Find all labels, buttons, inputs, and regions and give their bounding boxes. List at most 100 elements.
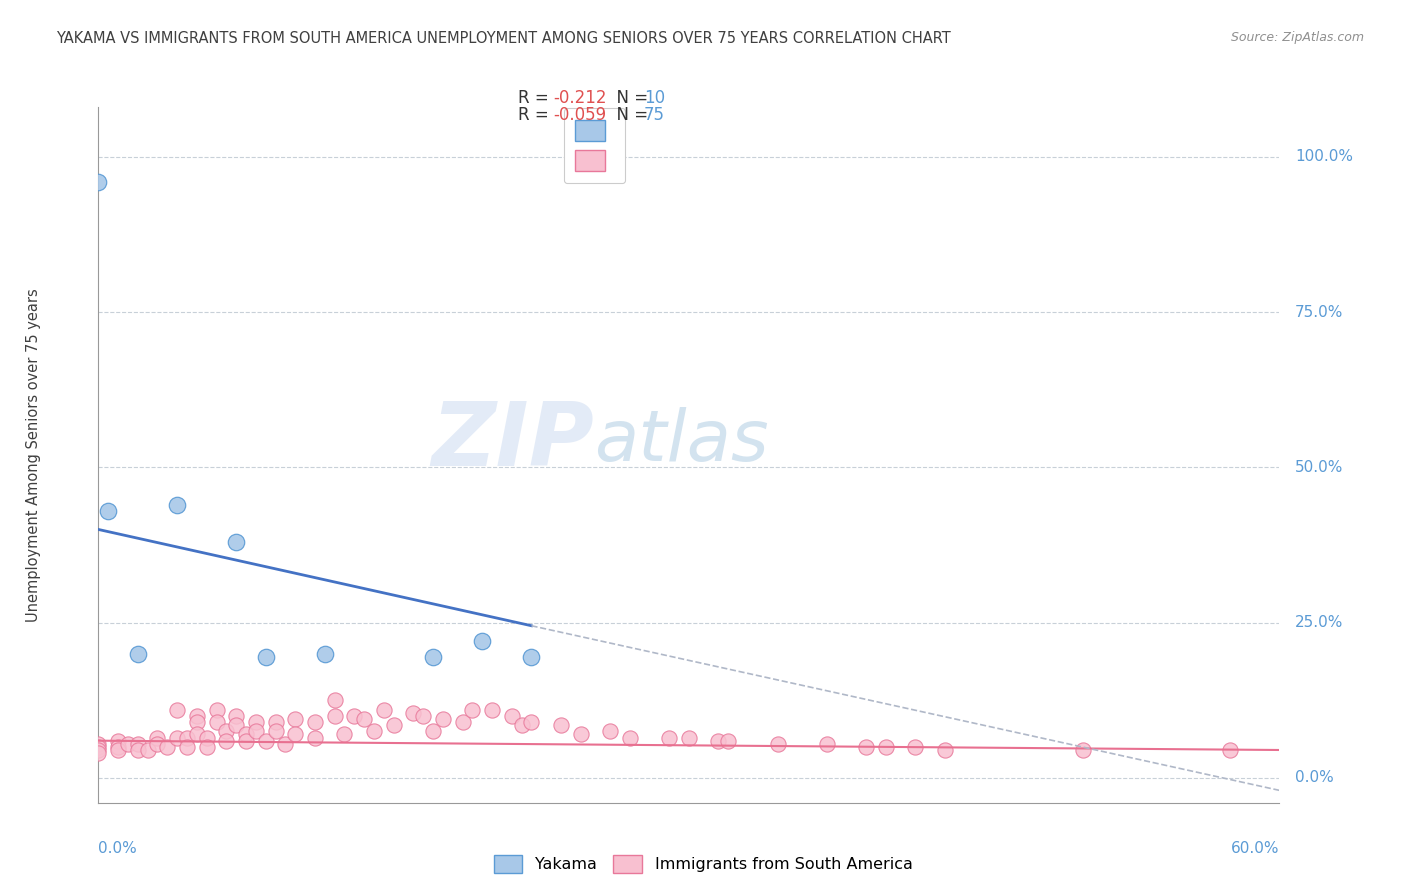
Text: 100.0%: 100.0%	[1295, 149, 1353, 164]
Text: 50.0%: 50.0%	[1295, 460, 1344, 475]
Point	[422, 649, 444, 664]
Point	[97, 504, 120, 518]
Point	[235, 733, 257, 747]
Text: 0.0%: 0.0%	[1295, 771, 1334, 786]
Text: 25.0%: 25.0%	[1295, 615, 1344, 630]
Point	[205, 714, 228, 729]
Point	[599, 724, 621, 739]
Point	[382, 718, 405, 732]
Point	[501, 708, 523, 723]
Point	[107, 733, 129, 747]
Point	[146, 731, 169, 745]
Text: N =: N =	[606, 89, 654, 107]
Point	[343, 708, 366, 723]
Point	[304, 714, 326, 729]
Point	[353, 712, 375, 726]
Point	[274, 737, 297, 751]
Point	[363, 724, 385, 739]
Point	[678, 731, 700, 745]
Text: YAKAMA VS IMMIGRANTS FROM SOUTH AMERICA UNEMPLOYMENT AMONG SENIORS OVER 75 YEARS: YAKAMA VS IMMIGRANTS FROM SOUTH AMERICA …	[56, 31, 950, 46]
Point	[87, 743, 110, 757]
Point	[510, 718, 533, 732]
Text: 60.0%: 60.0%	[1232, 841, 1279, 856]
Point	[235, 727, 257, 741]
Point	[215, 733, 238, 747]
Point	[264, 724, 287, 739]
Point	[304, 731, 326, 745]
Point	[815, 737, 838, 751]
Point	[284, 727, 307, 741]
Point	[569, 727, 592, 741]
Point	[166, 498, 188, 512]
Point	[373, 703, 395, 717]
Point	[186, 714, 208, 729]
Point	[117, 737, 139, 751]
Legend: Yakama, Immigrants from South America: Yakama, Immigrants from South America	[488, 848, 918, 880]
Point	[1071, 743, 1094, 757]
Point	[87, 737, 110, 751]
Point	[215, 724, 238, 739]
Point	[127, 737, 149, 751]
Point	[87, 746, 110, 760]
Point	[225, 708, 247, 723]
Point	[412, 708, 434, 723]
Text: 0.0%: 0.0%	[98, 841, 138, 856]
Point	[87, 175, 110, 189]
Point	[520, 714, 543, 729]
Text: Unemployment Among Seniors over 75 years: Unemployment Among Seniors over 75 years	[25, 288, 41, 622]
Point	[875, 739, 897, 754]
Point	[127, 743, 149, 757]
Point	[323, 693, 346, 707]
Point	[314, 647, 336, 661]
Point	[333, 727, 356, 741]
Point	[107, 743, 129, 757]
Point	[766, 737, 789, 751]
Text: 75: 75	[644, 106, 665, 124]
Point	[186, 708, 208, 723]
Text: 10: 10	[644, 89, 665, 107]
Point	[245, 714, 267, 729]
Text: 75.0%: 75.0%	[1295, 304, 1344, 319]
Point	[195, 739, 218, 754]
Legend: , : ,	[564, 109, 626, 183]
Point	[245, 724, 267, 739]
Point	[461, 703, 484, 717]
Text: R =: R =	[517, 106, 554, 124]
Point	[904, 739, 927, 754]
Point	[422, 724, 444, 739]
Point	[146, 737, 169, 751]
Point	[87, 739, 110, 754]
Point	[225, 718, 247, 732]
Point	[264, 714, 287, 729]
Text: ZIP: ZIP	[432, 398, 595, 484]
Text: N =: N =	[606, 106, 654, 124]
Point	[176, 739, 198, 754]
Point	[254, 649, 277, 664]
Point	[156, 739, 179, 754]
Text: R =: R =	[517, 89, 554, 107]
Point	[166, 703, 188, 717]
Point	[176, 731, 198, 745]
Point	[934, 743, 956, 757]
Point	[127, 647, 149, 661]
Point	[432, 712, 454, 726]
Point	[520, 649, 543, 664]
Point	[254, 733, 277, 747]
Point	[136, 743, 159, 757]
Point	[402, 706, 425, 720]
Text: atlas: atlas	[595, 407, 769, 475]
Point	[1219, 743, 1241, 757]
Point	[471, 634, 494, 648]
Point	[855, 739, 877, 754]
Point	[451, 714, 474, 729]
Point	[481, 703, 503, 717]
Point	[284, 712, 307, 726]
Point	[225, 534, 247, 549]
Text: -0.059: -0.059	[553, 106, 606, 124]
Point	[107, 739, 129, 754]
Point	[550, 718, 572, 732]
Point	[658, 731, 681, 745]
Point	[166, 731, 188, 745]
Text: -0.212: -0.212	[553, 89, 606, 107]
Point	[205, 703, 228, 717]
